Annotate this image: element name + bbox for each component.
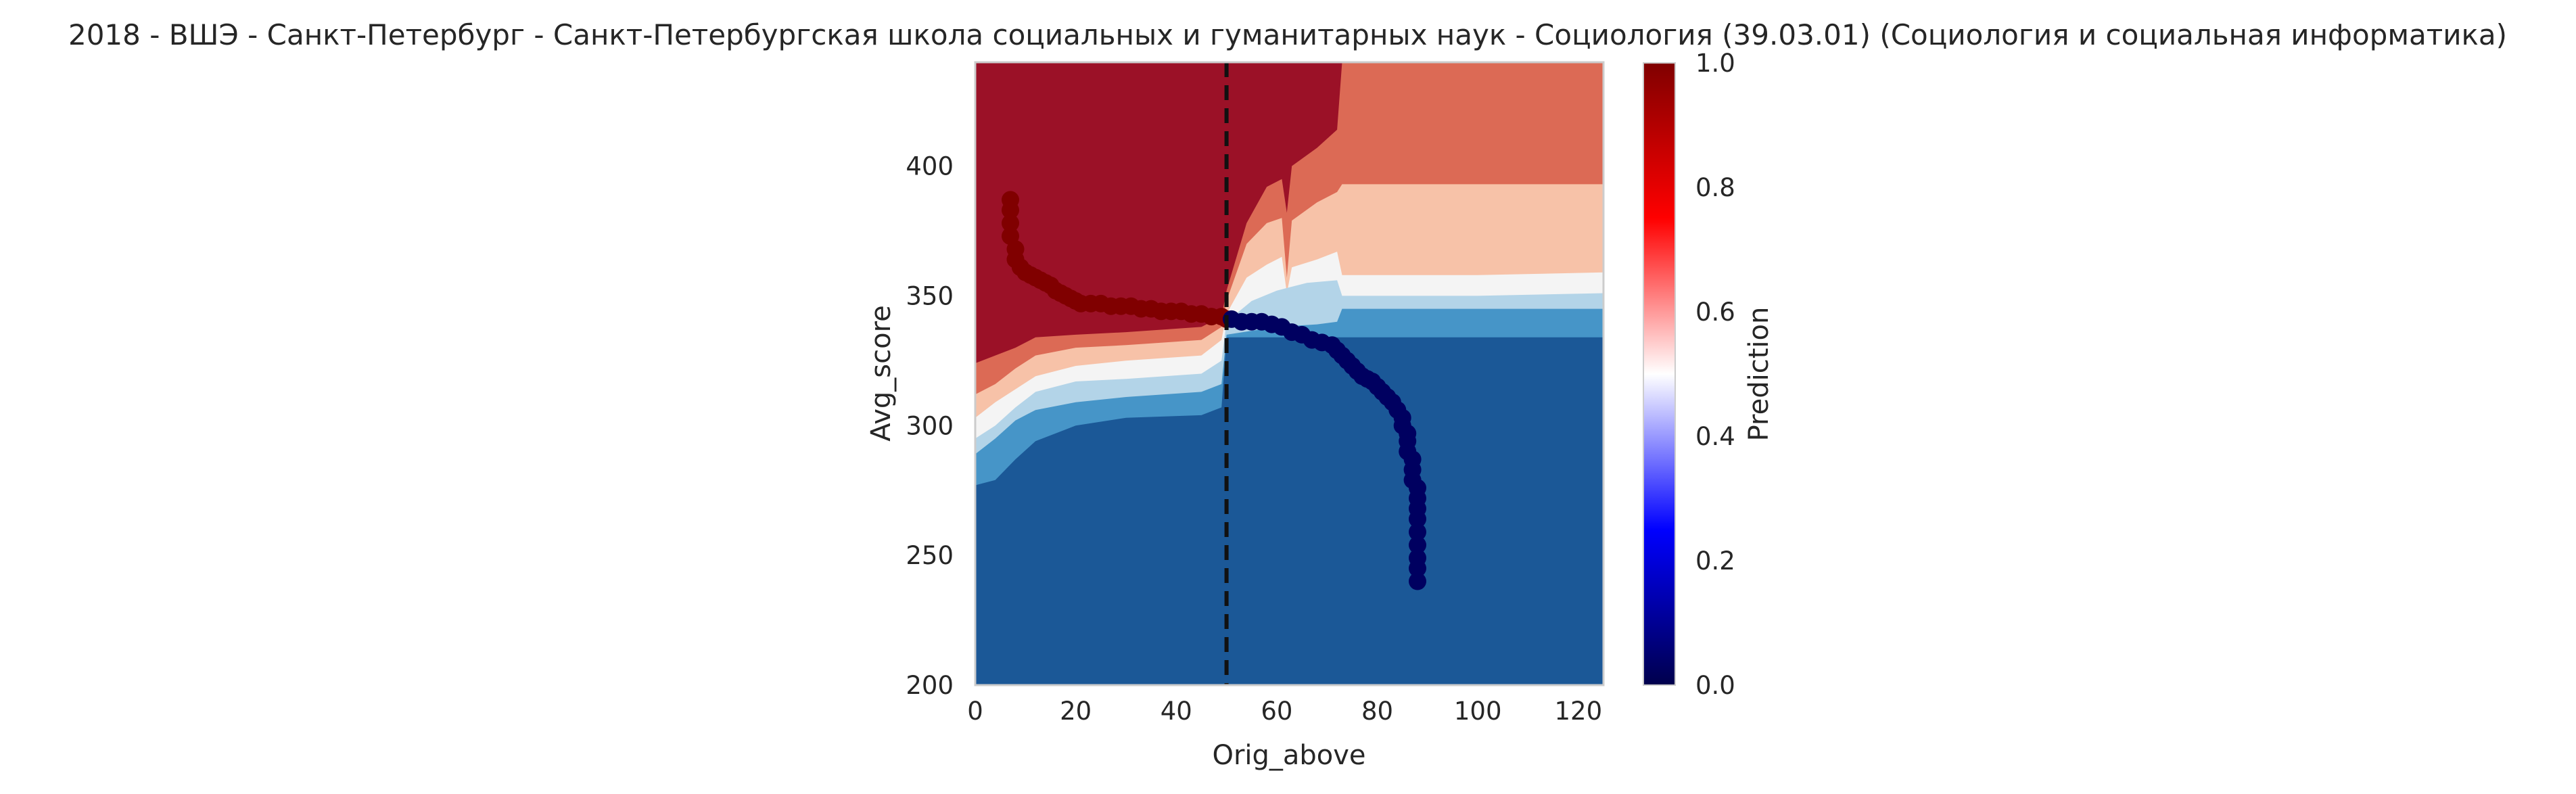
colorbar-tick-label: 0.0 [1695, 671, 1735, 700]
x-tick-label: 80 [1361, 697, 1393, 726]
y-tick-label: 250 [906, 541, 954, 570]
scatter-points [1002, 191, 1426, 590]
y-tick-label: 200 [906, 671, 954, 700]
chart-title: 2018 - ВШЭ - Санкт-Петербург - Санкт-Пет… [68, 18, 2507, 51]
contour-regions [975, 62, 1603, 685]
x-tick-label: 120 [1555, 697, 1603, 726]
y-tick-label: 400 [906, 152, 954, 181]
colorbar-tick-label: 0.4 [1695, 422, 1735, 451]
x-tick-label: 0 [967, 697, 983, 726]
colorbar-tick-label: 1.0 [1695, 49, 1735, 78]
data-point-not-admitted [1409, 536, 1426, 554]
x-tick-label: 100 [1454, 697, 1502, 726]
contour-band-1 [975, 337, 1603, 685]
x-tick-label: 60 [1261, 697, 1292, 726]
data-point-admitted [1002, 214, 1019, 232]
y-axis-ticks: 200 250 300 350 400 [906, 152, 954, 701]
plot-area [975, 62, 1603, 685]
data-point-not-admitted [1409, 523, 1426, 541]
colorbar-label: Prediction [1743, 307, 1775, 442]
colorbar-tick-label: 0.2 [1695, 546, 1735, 576]
data-point-not-admitted [1409, 559, 1426, 578]
y-tick-label: 350 [906, 281, 954, 310]
x-tick-label: 20 [1060, 697, 1092, 726]
colorbar-tick-label: 0.6 [1695, 298, 1735, 327]
colorbar: 0.0 0.2 0.4 0.6 0.8 1.0 Prediction [1643, 49, 1775, 700]
colorbar-tick-label: 0.8 [1695, 173, 1735, 202]
plot-frame [974, 61, 1605, 686]
data-point-admitted [1002, 201, 1019, 219]
x-tick-label: 40 [1161, 697, 1192, 726]
colorbar-gradient [1643, 62, 1676, 686]
y-tick-label: 300 [906, 411, 954, 440]
data-point-not-admitted [1409, 572, 1426, 590]
x-axis-ticks: 0 20 40 60 80 100 120 [967, 697, 1602, 726]
y-axis-label: Avg_score [866, 305, 897, 442]
x-axis-label: Orig_above [1212, 740, 1365, 771]
colorbar-ticks: 0.0 0.2 0.4 0.6 0.8 1.0 [1695, 49, 1735, 700]
data-point-not-admitted [1409, 510, 1426, 528]
